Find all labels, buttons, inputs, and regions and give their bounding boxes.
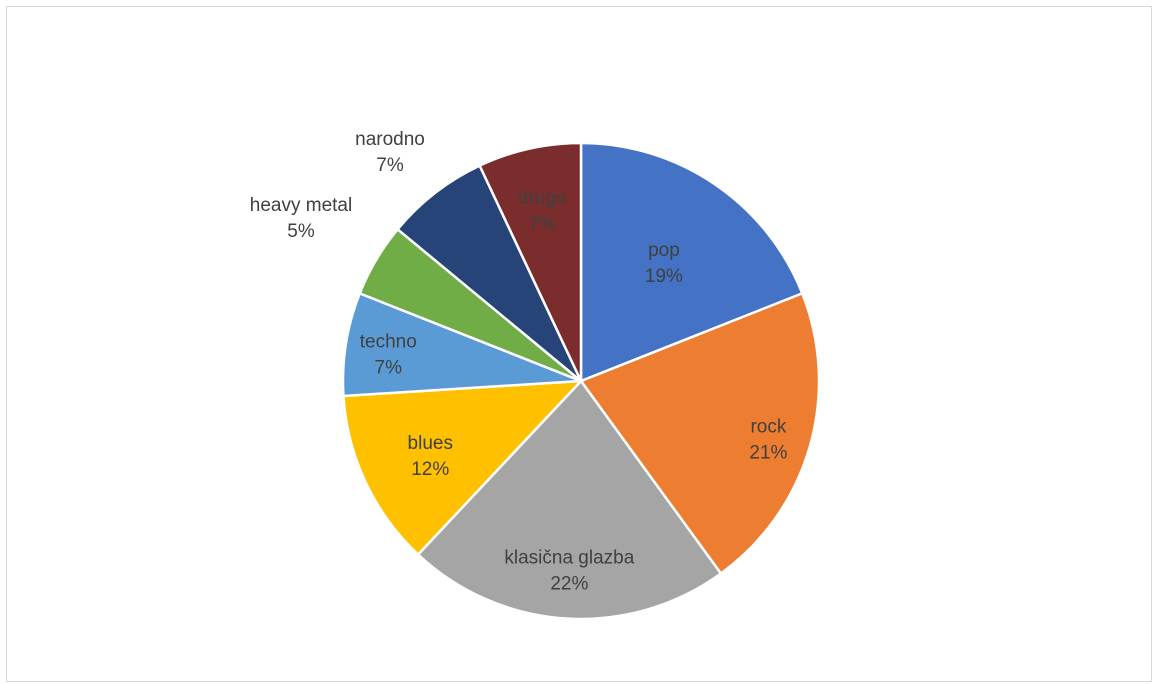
data-label-techno: techno 7% <box>360 331 417 378</box>
data-label-category: heavy metal <box>250 195 352 216</box>
pie-slice-klasicna-glazba <box>416 379 723 621</box>
data-label-category: pop <box>648 240 680 261</box>
data-label-percent: 7% <box>528 214 556 235</box>
data-label-category: narodno <box>355 129 425 150</box>
data-label-category: drugo <box>518 188 567 209</box>
pie-slice-blues <box>342 379 583 556</box>
data-label-percent: 19% <box>645 266 683 287</box>
data-label-percent: 5% <box>287 221 315 242</box>
data-label-percent: 7% <box>375 357 403 378</box>
data-label-category: techno <box>360 331 417 352</box>
data-label-blues: blues 12% <box>408 433 453 480</box>
data-label-percent: 21% <box>749 442 787 463</box>
data-label-heavy-metal: heavy metal 5% <box>250 195 352 242</box>
pie-slice-drugo <box>478 141 583 383</box>
data-label-percent: 12% <box>411 459 449 480</box>
pie-slice-techno <box>341 292 583 398</box>
data-label-category: klasična glazba <box>504 547 634 568</box>
data-label-category: blues <box>408 433 453 454</box>
data-label-percent: 22% <box>550 573 588 594</box>
data-label-category: rock <box>750 416 786 437</box>
data-label-pop: pop 19% <box>645 240 683 287</box>
data-label-percent: 7% <box>376 155 404 176</box>
pie-slice-rock <box>579 292 821 575</box>
pie-slice-narodno <box>396 164 583 383</box>
pie-slice-pop <box>579 141 804 383</box>
data-label-rock: rock 21% <box>749 416 787 463</box>
data-label-drugo: drugo 7% <box>518 188 567 235</box>
data-label-klasicna-glazba: klasična glazba 22% <box>504 547 634 594</box>
data-label-narodno: narodno 7% <box>355 129 425 176</box>
